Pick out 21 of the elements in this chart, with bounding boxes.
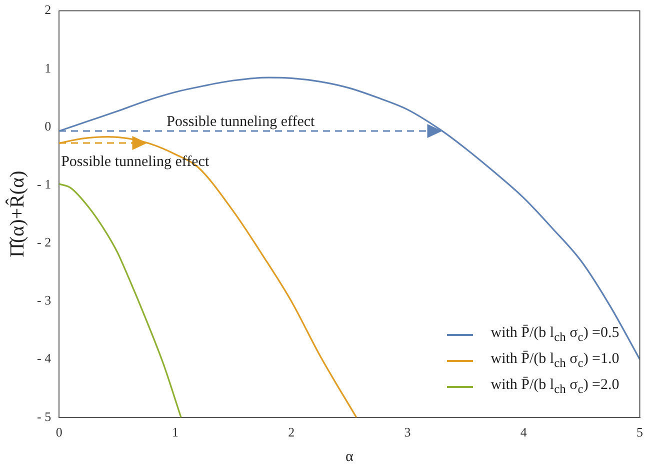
x-tick-label: 2 (288, 424, 295, 440)
y-tick-label: - 5 (36, 408, 52, 424)
x-tick-label: 3 (404, 424, 411, 440)
x-tick-label: 1 (172, 424, 178, 440)
x-tick-label: 4 (520, 424, 528, 440)
y-tick-label: - 4 (36, 350, 52, 366)
legend-label: with P̄/(b l$_{ch}$ σ$_{c}$) =1.0 (490, 351, 620, 372)
y-tick-label: 1 (44, 60, 52, 76)
x-tick-label: 5 (636, 424, 643, 440)
y-tick-label: - 3 (36, 292, 52, 308)
line-series (59, 183, 182, 418)
y-tick-label: - 1 (36, 176, 52, 192)
legend-label: with P̄/(b l$_{ch}$ σ$_{c}$) =0.5 (490, 325, 620, 346)
legend-label: with P̄/(b l$_{ch}$ σ$_{c}$) =2.0 (490, 377, 620, 398)
x-axis-title: α (345, 448, 354, 465)
y-tick-label: 0 (44, 118, 52, 134)
y-tick-label: - 2 (36, 234, 52, 250)
y-axis-title: Π̂(α)+R̂(α) (5, 170, 28, 258)
annotation: Possible tunneling effect (166, 114, 316, 130)
y-tick-label: 2 (44, 2, 52, 18)
x-tick-label: 0 (56, 424, 62, 440)
